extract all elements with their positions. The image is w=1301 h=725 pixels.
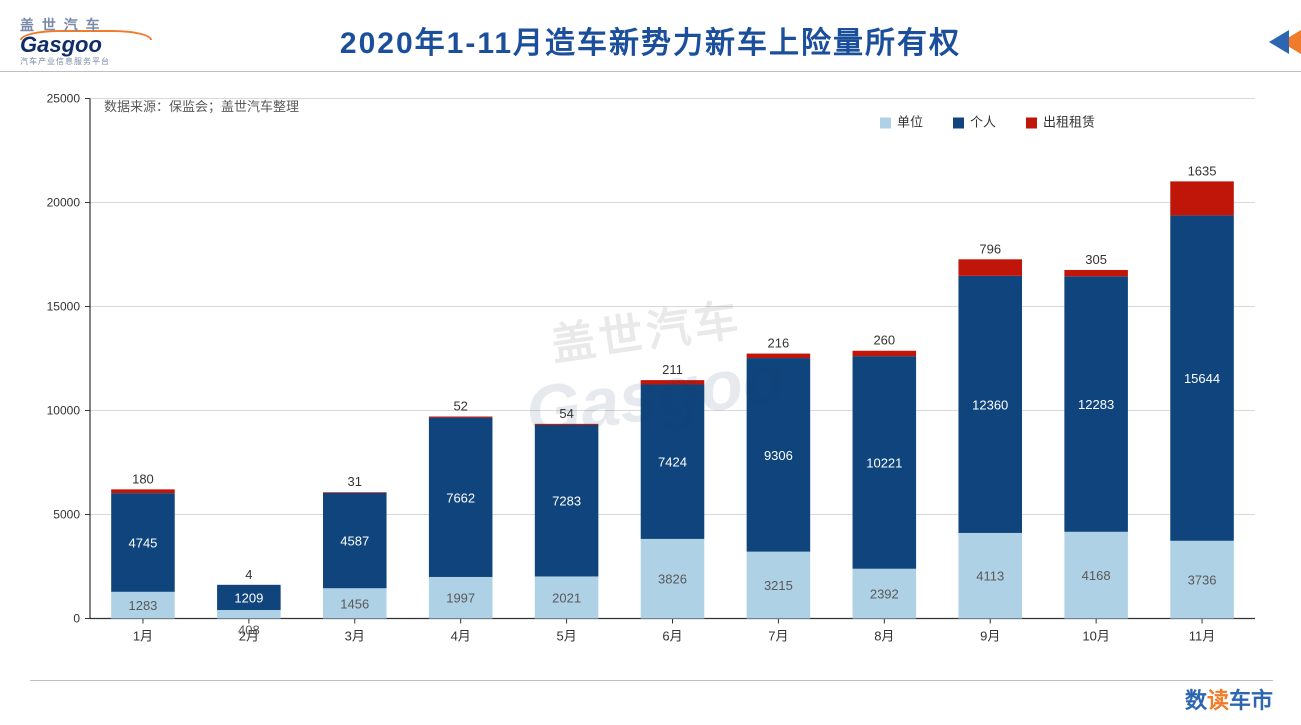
bar-value-label: 4168 bbox=[1082, 568, 1111, 583]
bar-value-label: 1209 bbox=[234, 590, 263, 605]
x-tick-label: 8月 bbox=[874, 629, 894, 644]
gasgoo-logo: 盖 世 汽 车 Gasgoo 汽车产业信息服务平台 bbox=[20, 18, 160, 67]
legend-label: 单位 bbox=[897, 115, 923, 130]
x-tick-label: 7月 bbox=[768, 629, 788, 644]
bar-value-label: 12283 bbox=[1078, 397, 1114, 412]
bar-value-label: 31 bbox=[348, 474, 362, 489]
footer-brand: 数读车市 bbox=[1185, 681, 1273, 715]
bar-value-label: 408 bbox=[238, 623, 260, 638]
bar-value-label: 3826 bbox=[658, 572, 687, 587]
x-tick-label: 4月 bbox=[451, 629, 471, 644]
bar-value-label: 7283 bbox=[552, 494, 581, 509]
y-tick-label: 10000 bbox=[47, 404, 81, 418]
legend-swatch bbox=[953, 118, 964, 129]
slide: 盖 世 汽 车 Gasgoo 汽车产业信息服务平台 2020年1-11月造车新势… bbox=[0, 0, 1301, 725]
header: 盖 世 汽 车 Gasgoo 汽车产业信息服务平台 2020年1-11月造车新势… bbox=[0, 0, 1301, 72]
bar-value-label: 1635 bbox=[1188, 163, 1217, 178]
logo-cn-text: 盖 世 汽 车 bbox=[20, 18, 160, 32]
bar-segment bbox=[853, 351, 917, 356]
bar-value-label: 2392 bbox=[870, 587, 899, 602]
x-tick-label: 6月 bbox=[662, 629, 682, 644]
bar-value-label: 3215 bbox=[764, 578, 793, 593]
bar-segment bbox=[1064, 270, 1128, 276]
bar-value-label: 12360 bbox=[972, 397, 1008, 412]
logo-en-text: Gasgoo bbox=[20, 34, 160, 56]
bar-value-label: 305 bbox=[1085, 252, 1107, 267]
bar-value-label: 1456 bbox=[340, 596, 369, 611]
bar-value-label: 1997 bbox=[446, 591, 475, 606]
bar-value-label: 1283 bbox=[128, 598, 157, 613]
bar-segment bbox=[641, 380, 705, 384]
page-title: 2020年1-11月造车新势力新车上险量所有权 bbox=[0, 0, 1301, 62]
bar-segment bbox=[323, 492, 387, 493]
bar-segment bbox=[217, 610, 281, 618]
bar-value-label: 7662 bbox=[446, 490, 475, 505]
legend-swatch bbox=[1026, 118, 1037, 129]
bar-value-label: 4745 bbox=[128, 535, 157, 550]
x-tick-label: 11月 bbox=[1189, 629, 1216, 644]
bar-segment bbox=[1170, 181, 1234, 215]
x-tick-label: 5月 bbox=[556, 629, 576, 644]
legend-label: 个人 bbox=[970, 115, 996, 130]
footer-brand-post: 车市 bbox=[1229, 688, 1273, 713]
y-tick-label: 5000 bbox=[53, 508, 80, 522]
bar-value-label: 52 bbox=[453, 399, 467, 414]
bar-value-label: 180 bbox=[132, 471, 154, 486]
bar-value-label: 211 bbox=[662, 362, 683, 377]
bar-value-label: 9306 bbox=[764, 448, 793, 463]
y-tick-label: 15000 bbox=[47, 300, 81, 314]
chart-svg: 05000100001500020000250001月128347451802月… bbox=[30, 92, 1273, 665]
bar-segment bbox=[111, 489, 175, 493]
bar-value-label: 10221 bbox=[866, 455, 902, 470]
bar-value-label: 216 bbox=[768, 336, 790, 351]
x-tick-label: 10月 bbox=[1082, 629, 1109, 644]
bar-value-label: 4 bbox=[245, 567, 252, 582]
bar-value-label: 54 bbox=[559, 406, 573, 421]
y-tick-label: 0 bbox=[73, 612, 80, 626]
bar-segment bbox=[958, 259, 1022, 276]
bar-value-label: 260 bbox=[873, 333, 895, 348]
logo-sub-text: 汽车产业信息服务平台 bbox=[20, 56, 160, 67]
bar-value-label: 15644 bbox=[1184, 371, 1220, 386]
bar-segment bbox=[747, 354, 811, 358]
x-tick-label: 9月 bbox=[980, 629, 1000, 644]
x-tick-label: 3月 bbox=[345, 629, 365, 644]
corner-arrow-icon bbox=[1267, 30, 1301, 54]
bar-value-label: 796 bbox=[979, 241, 1001, 256]
y-tick-label: 20000 bbox=[47, 196, 81, 210]
bar-value-label: 4587 bbox=[340, 534, 369, 549]
footer: 数读车市 bbox=[30, 680, 1273, 710]
legend-swatch bbox=[880, 118, 891, 129]
footer-brand-accent: 读 bbox=[1207, 688, 1229, 713]
x-tick-label: 1月 bbox=[133, 629, 153, 644]
footer-brand-pre: 数 bbox=[1185, 688, 1207, 713]
bar-value-label: 2021 bbox=[552, 590, 581, 605]
legend-label: 出租租赁 bbox=[1043, 115, 1095, 130]
bar-value-label: 7424 bbox=[658, 455, 687, 470]
y-tick-label: 25000 bbox=[47, 92, 81, 106]
bar-segment bbox=[429, 417, 493, 418]
bar-value-label: 3736 bbox=[1188, 573, 1217, 588]
bar-value-label: 4113 bbox=[976, 569, 1004, 584]
bar-segment bbox=[535, 424, 599, 425]
stacked-bar-chart: 05000100001500020000250001月128347451802月… bbox=[30, 92, 1273, 665]
